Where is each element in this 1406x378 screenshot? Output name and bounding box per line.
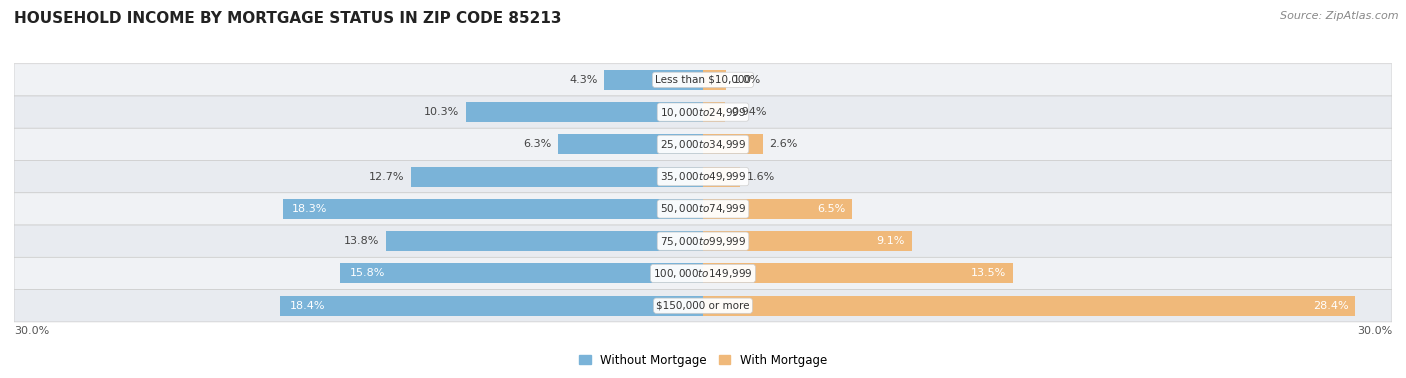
FancyBboxPatch shape <box>14 64 1392 96</box>
Text: 13.8%: 13.8% <box>344 236 380 246</box>
Text: 18.4%: 18.4% <box>290 301 325 311</box>
Text: 10.3%: 10.3% <box>425 107 460 117</box>
Bar <box>467 102 703 122</box>
Bar <box>703 263 1012 284</box>
Bar <box>283 199 703 219</box>
Text: 15.8%: 15.8% <box>349 268 385 279</box>
Text: $75,000 to $99,999: $75,000 to $99,999 <box>659 235 747 248</box>
Text: 28.4%: 28.4% <box>1313 301 1348 311</box>
Text: 4.3%: 4.3% <box>569 75 598 85</box>
Bar <box>703 70 725 90</box>
FancyBboxPatch shape <box>14 193 1392 225</box>
Text: $50,000 to $74,999: $50,000 to $74,999 <box>659 202 747 215</box>
Text: 9.1%: 9.1% <box>877 236 905 246</box>
Text: 30.0%: 30.0% <box>1357 326 1392 336</box>
Bar <box>340 263 703 284</box>
Text: $150,000 or more: $150,000 or more <box>657 301 749 311</box>
FancyBboxPatch shape <box>14 290 1392 322</box>
Text: 6.5%: 6.5% <box>817 204 845 214</box>
FancyBboxPatch shape <box>14 96 1392 128</box>
Text: 0.94%: 0.94% <box>731 107 768 117</box>
Bar <box>280 296 703 316</box>
Text: $25,000 to $34,999: $25,000 to $34,999 <box>659 138 747 151</box>
Bar <box>703 134 762 154</box>
Bar <box>703 199 852 219</box>
FancyBboxPatch shape <box>14 161 1392 193</box>
Text: 1.6%: 1.6% <box>747 172 775 182</box>
Text: Source: ZipAtlas.com: Source: ZipAtlas.com <box>1281 11 1399 21</box>
Bar <box>387 231 703 251</box>
Text: $35,000 to $49,999: $35,000 to $49,999 <box>659 170 747 183</box>
Text: 13.5%: 13.5% <box>972 268 1007 279</box>
Bar <box>703 167 740 187</box>
Text: HOUSEHOLD INCOME BY MORTGAGE STATUS IN ZIP CODE 85213: HOUSEHOLD INCOME BY MORTGAGE STATUS IN Z… <box>14 11 561 26</box>
Text: $100,000 to $149,999: $100,000 to $149,999 <box>654 267 752 280</box>
Text: 30.0%: 30.0% <box>14 326 49 336</box>
FancyBboxPatch shape <box>14 128 1392 161</box>
Bar <box>605 70 703 90</box>
Text: 2.6%: 2.6% <box>769 139 799 149</box>
Text: 6.3%: 6.3% <box>523 139 551 149</box>
Bar <box>703 102 724 122</box>
Legend: Without Mortgage, With Mortgage: Without Mortgage, With Mortgage <box>579 354 827 367</box>
Text: 1.0%: 1.0% <box>733 75 761 85</box>
Text: $10,000 to $24,999: $10,000 to $24,999 <box>659 105 747 119</box>
Bar <box>703 231 912 251</box>
Text: 12.7%: 12.7% <box>368 172 405 182</box>
Text: 18.3%: 18.3% <box>292 204 328 214</box>
FancyBboxPatch shape <box>14 257 1392 290</box>
Text: Less than $10,000: Less than $10,000 <box>655 75 751 85</box>
FancyBboxPatch shape <box>14 225 1392 257</box>
Bar <box>558 134 703 154</box>
Bar <box>703 296 1355 316</box>
Bar <box>412 167 703 187</box>
